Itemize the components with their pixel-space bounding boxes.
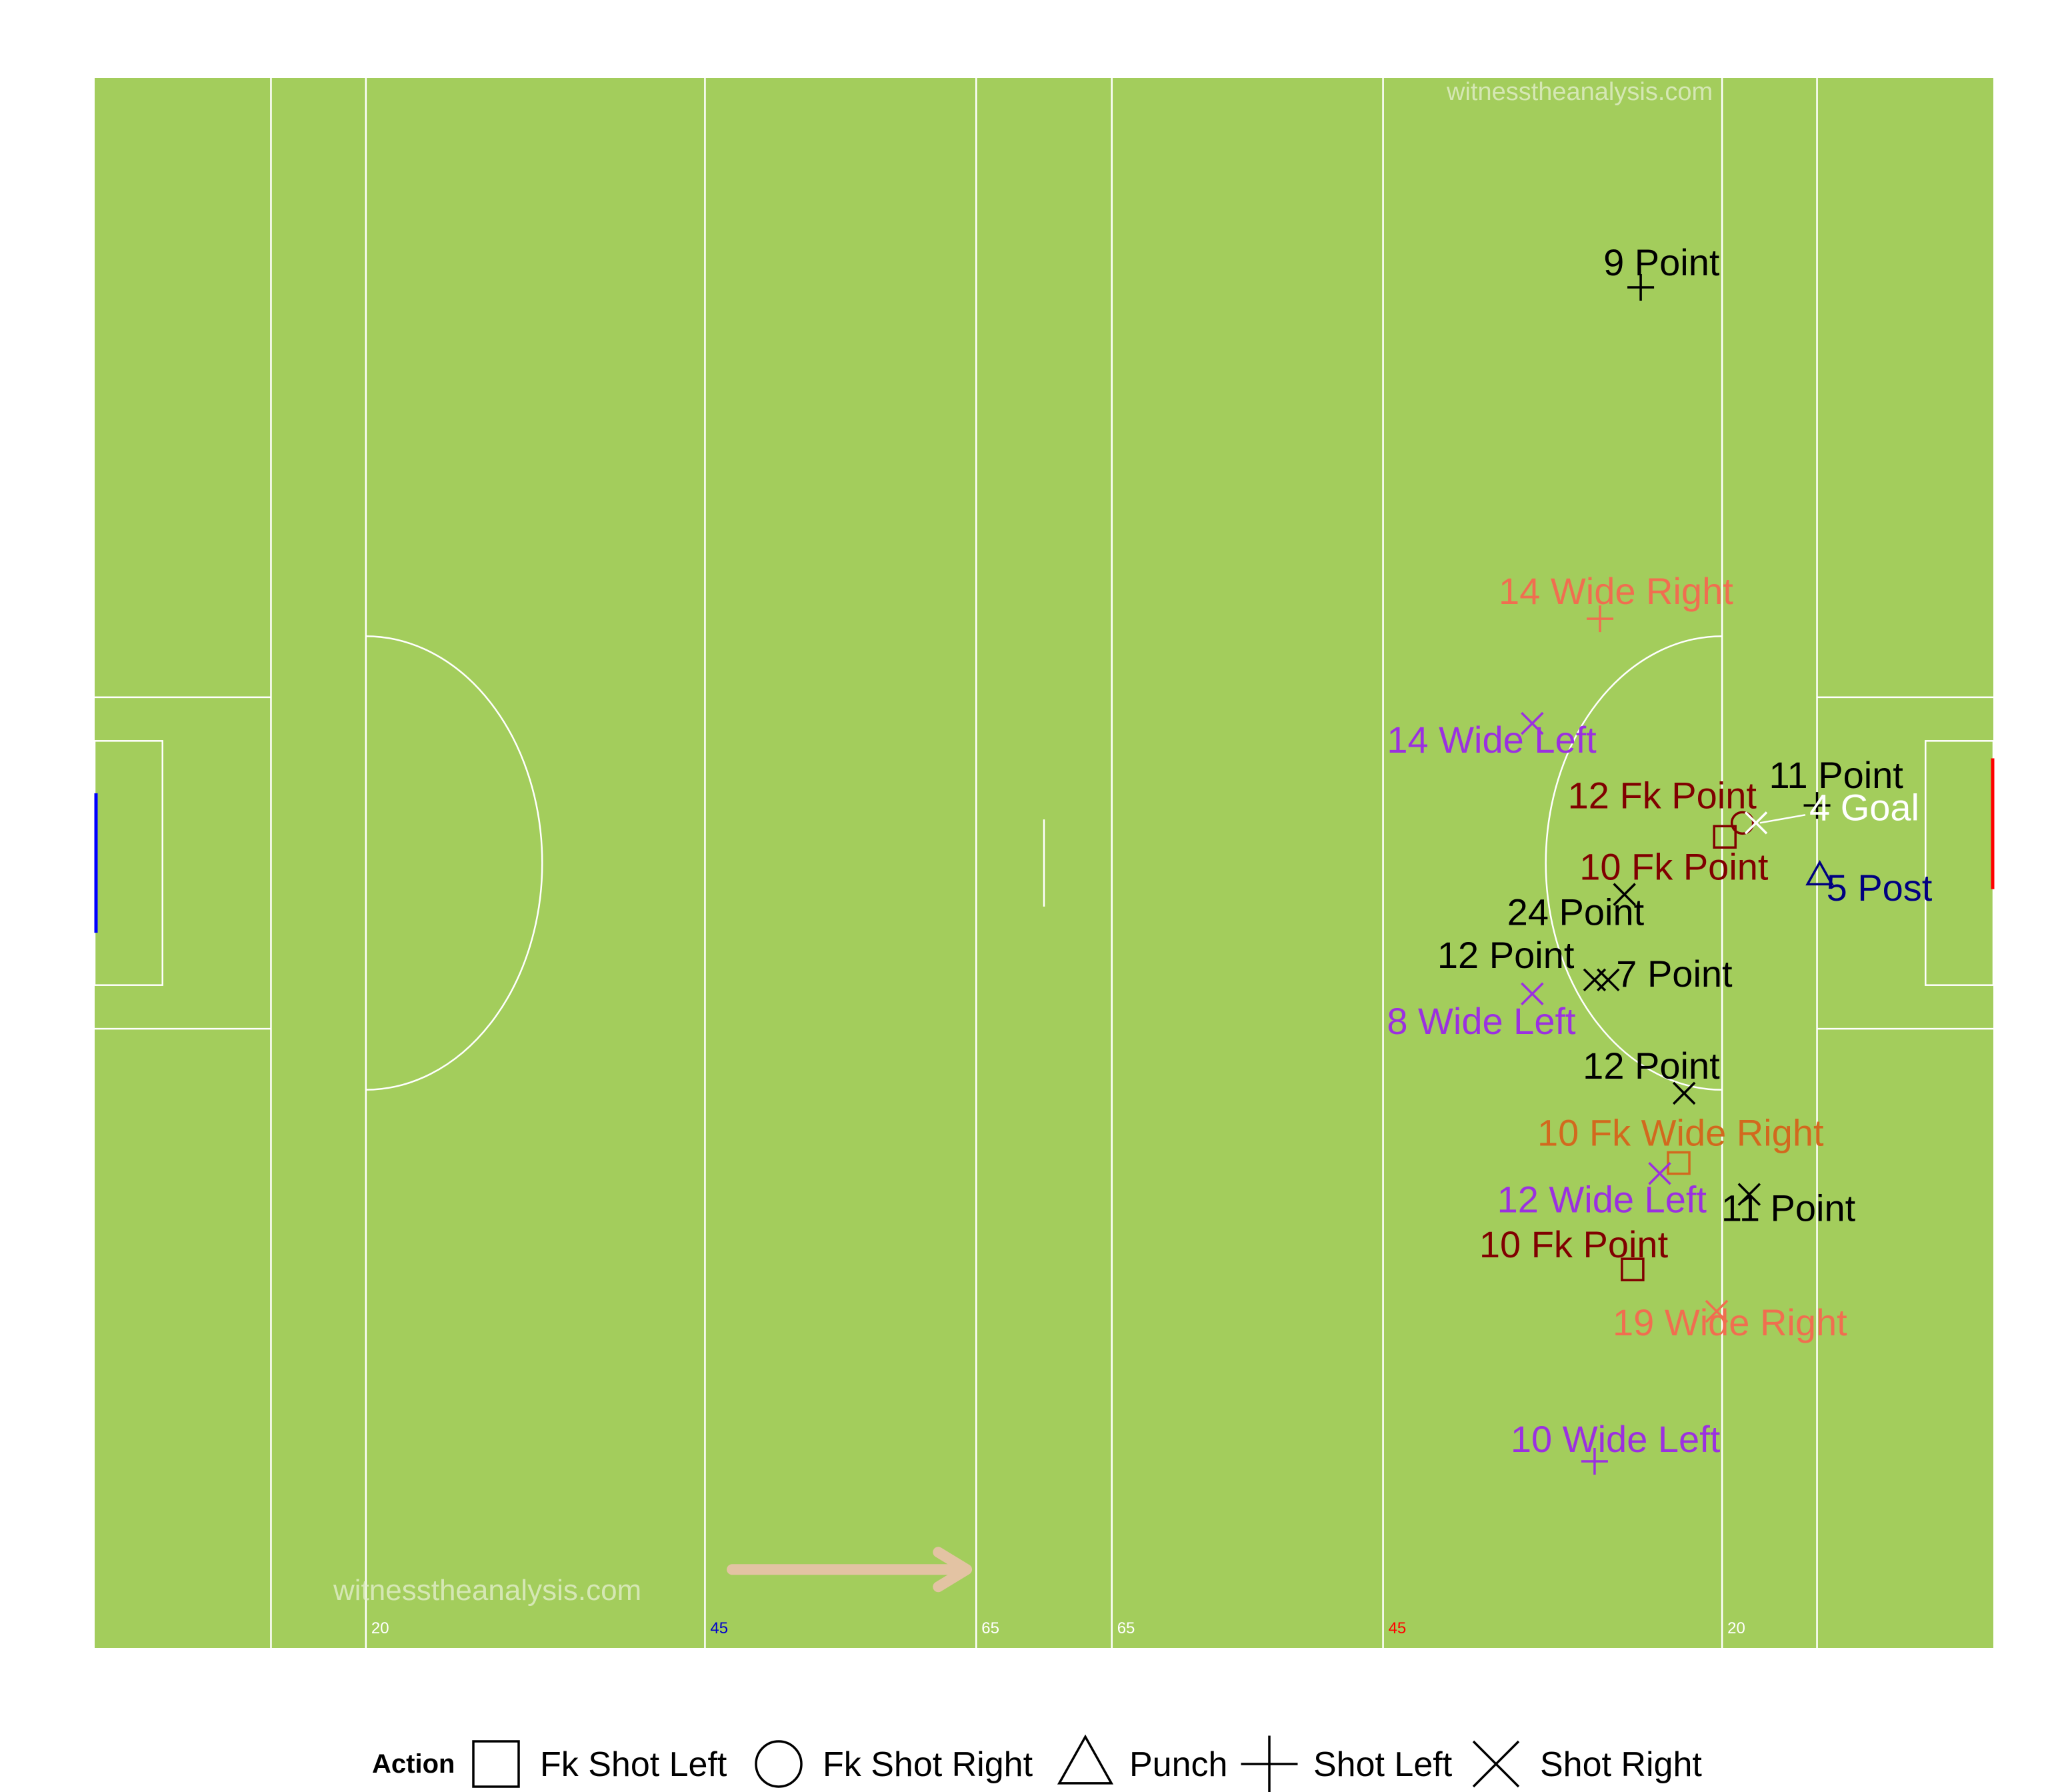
legend-key — [472, 1740, 520, 1788]
shot-marker — [1621, 1257, 1645, 1281]
distance-marker-label: 20 — [1727, 1619, 1745, 1637]
shot-label-leader — [1759, 814, 1806, 824]
shot-label: 19 Wide Right — [1613, 1301, 1847, 1343]
legend-label: Shot Left — [1313, 1745, 1453, 1784]
distance-markers: 20 45 65 65 45 20 — [371, 1619, 1745, 1637]
shot-point: 24 Point — [1507, 883, 1645, 933]
shot-point: 12 Point — [1583, 1045, 1720, 1105]
shot-point: 10 Wide Left — [1511, 1418, 1721, 1475]
shot-marker — [1521, 711, 1544, 735]
semicircle-left — [365, 635, 543, 1091]
distance-marker-label: 20 — [371, 1619, 389, 1637]
legend-title: Action — [372, 1749, 455, 1779]
shot-label: 9 Point — [1603, 241, 1720, 283]
legend-key — [755, 1740, 803, 1788]
shot-point: 14 Wide Right — [1499, 570, 1733, 633]
shot-label: 12 Point — [1437, 934, 1575, 976]
semicircle-right — [1545, 635, 1723, 1091]
legend-entry: Shot Right — [1472, 1740, 1702, 1788]
legend-label: Punch — [1129, 1745, 1227, 1784]
legend-entry: Shot Left — [1241, 1735, 1453, 1792]
shot-label: 14 Wide Right — [1499, 570, 1733, 612]
legend-entry: Fk Shot Left — [472, 1740, 727, 1788]
shot-points: 9 Point 14 Wide Right 14 Wide Left 11 Point… — [1387, 241, 1933, 1475]
legend-label: Fk Shot Right — [823, 1745, 1033, 1784]
shot-label: 14 Wide Left — [1387, 719, 1597, 761]
shot-marker — [1648, 1162, 1671, 1185]
shot-marker — [1581, 1448, 1608, 1475]
shot-label: 10 Fk Point — [1579, 845, 1769, 887]
shot-marker — [1672, 1081, 1696, 1105]
shot-label: 12 Fk Point — [1568, 774, 1757, 816]
shot-label: 5 Post — [1827, 867, 1933, 909]
shot-marker — [1667, 1151, 1691, 1175]
attack-direction-arrowhead — [933, 1547, 973, 1593]
legend: Action Fk Shot Left Fk Shot Right Punch Shot… — [372, 1734, 1702, 1792]
shot-marker — [1587, 605, 1614, 633]
shot-point: 10 Fk Wide Right — [1537, 1112, 1824, 1175]
shot-label: 8 Wide Left — [1387, 1000, 1576, 1042]
legend-key — [1241, 1735, 1298, 1792]
shot-marker — [1803, 792, 1831, 819]
shot-label: 11 Point — [1769, 754, 1904, 796]
shot-point: 10 Fk Point — [1579, 825, 1769, 887]
shot-label: 11 Point — [1721, 1187, 1856, 1229]
legend-key — [1057, 1734, 1114, 1785]
distance-marker-label: 45 — [710, 1619, 728, 1637]
shot-point: 10 Fk Point — [1479, 1223, 1669, 1281]
legend-label: Fk Shot Left — [540, 1745, 727, 1784]
shot-point: 9 Point — [1603, 241, 1720, 301]
shot-marker — [1613, 883, 1636, 906]
pitch — [93, 78, 1995, 1648]
shot-marker — [1744, 811, 1768, 835]
shot-label: 10 Fk Point — [1479, 1223, 1669, 1265]
shot-point: 8 Wide Left — [1387, 982, 1576, 1042]
shot-point: 14 Wide Left — [1387, 711, 1597, 761]
shot-marker — [1730, 811, 1755, 835]
shot-label: 10 Wide Left — [1511, 1418, 1721, 1460]
shot-marker — [1627, 274, 1655, 301]
shot-point: 12 Fk Point — [1568, 774, 1757, 835]
shot-marker — [1705, 1299, 1729, 1323]
shot-label: 12 Wide Left — [1497, 1178, 1707, 1220]
shot-point: 4 Goal — [1744, 786, 1919, 835]
shot-label: 10 Fk Wide Right — [1537, 1112, 1824, 1154]
shot-label: 4 Goal — [1809, 786, 1919, 828]
shot-marker — [1597, 968, 1620, 992]
shot-label: 7 Point — [1616, 953, 1733, 995]
shot-point: 5 Post — [1805, 860, 1933, 909]
shot-marker — [1521, 982, 1544, 1005]
shot-point: 11 Point — [1769, 754, 1904, 819]
legend-label: Shot Right — [1540, 1745, 1702, 1784]
shot-marker — [1805, 860, 1834, 886]
watermark-top: witnesstheanalysis.com — [1446, 78, 1713, 106]
shot-point: 12 Wide Left — [1497, 1162, 1707, 1220]
shot-point: 19 Wide Right — [1613, 1299, 1847, 1343]
shot-marker — [1713, 825, 1737, 849]
legend-entry: Punch — [1057, 1734, 1227, 1785]
watermark-bottom: witnesstheanalysis.com — [333, 1574, 641, 1607]
shot-marker — [1737, 1183, 1761, 1206]
pitch-labels: witnesstheanalysis.com witnesstheanalysi… — [333, 78, 1713, 1607]
shot-label: 24 Point — [1507, 891, 1645, 933]
shot-point: 12 Point — [1437, 934, 1607, 992]
distance-marker-label: 65 — [1117, 1619, 1135, 1637]
distance-marker-label: 65 — [981, 1619, 999, 1637]
distance-marker-label: 45 — [1389, 1619, 1407, 1637]
legend-entry: Fk Shot Right — [755, 1740, 1033, 1788]
legend-key — [1472, 1740, 1520, 1788]
shot-point: 11 Point — [1721, 1183, 1856, 1229]
shot-label: 12 Point — [1583, 1045, 1720, 1087]
shot-point: 7 Point — [1597, 953, 1733, 995]
